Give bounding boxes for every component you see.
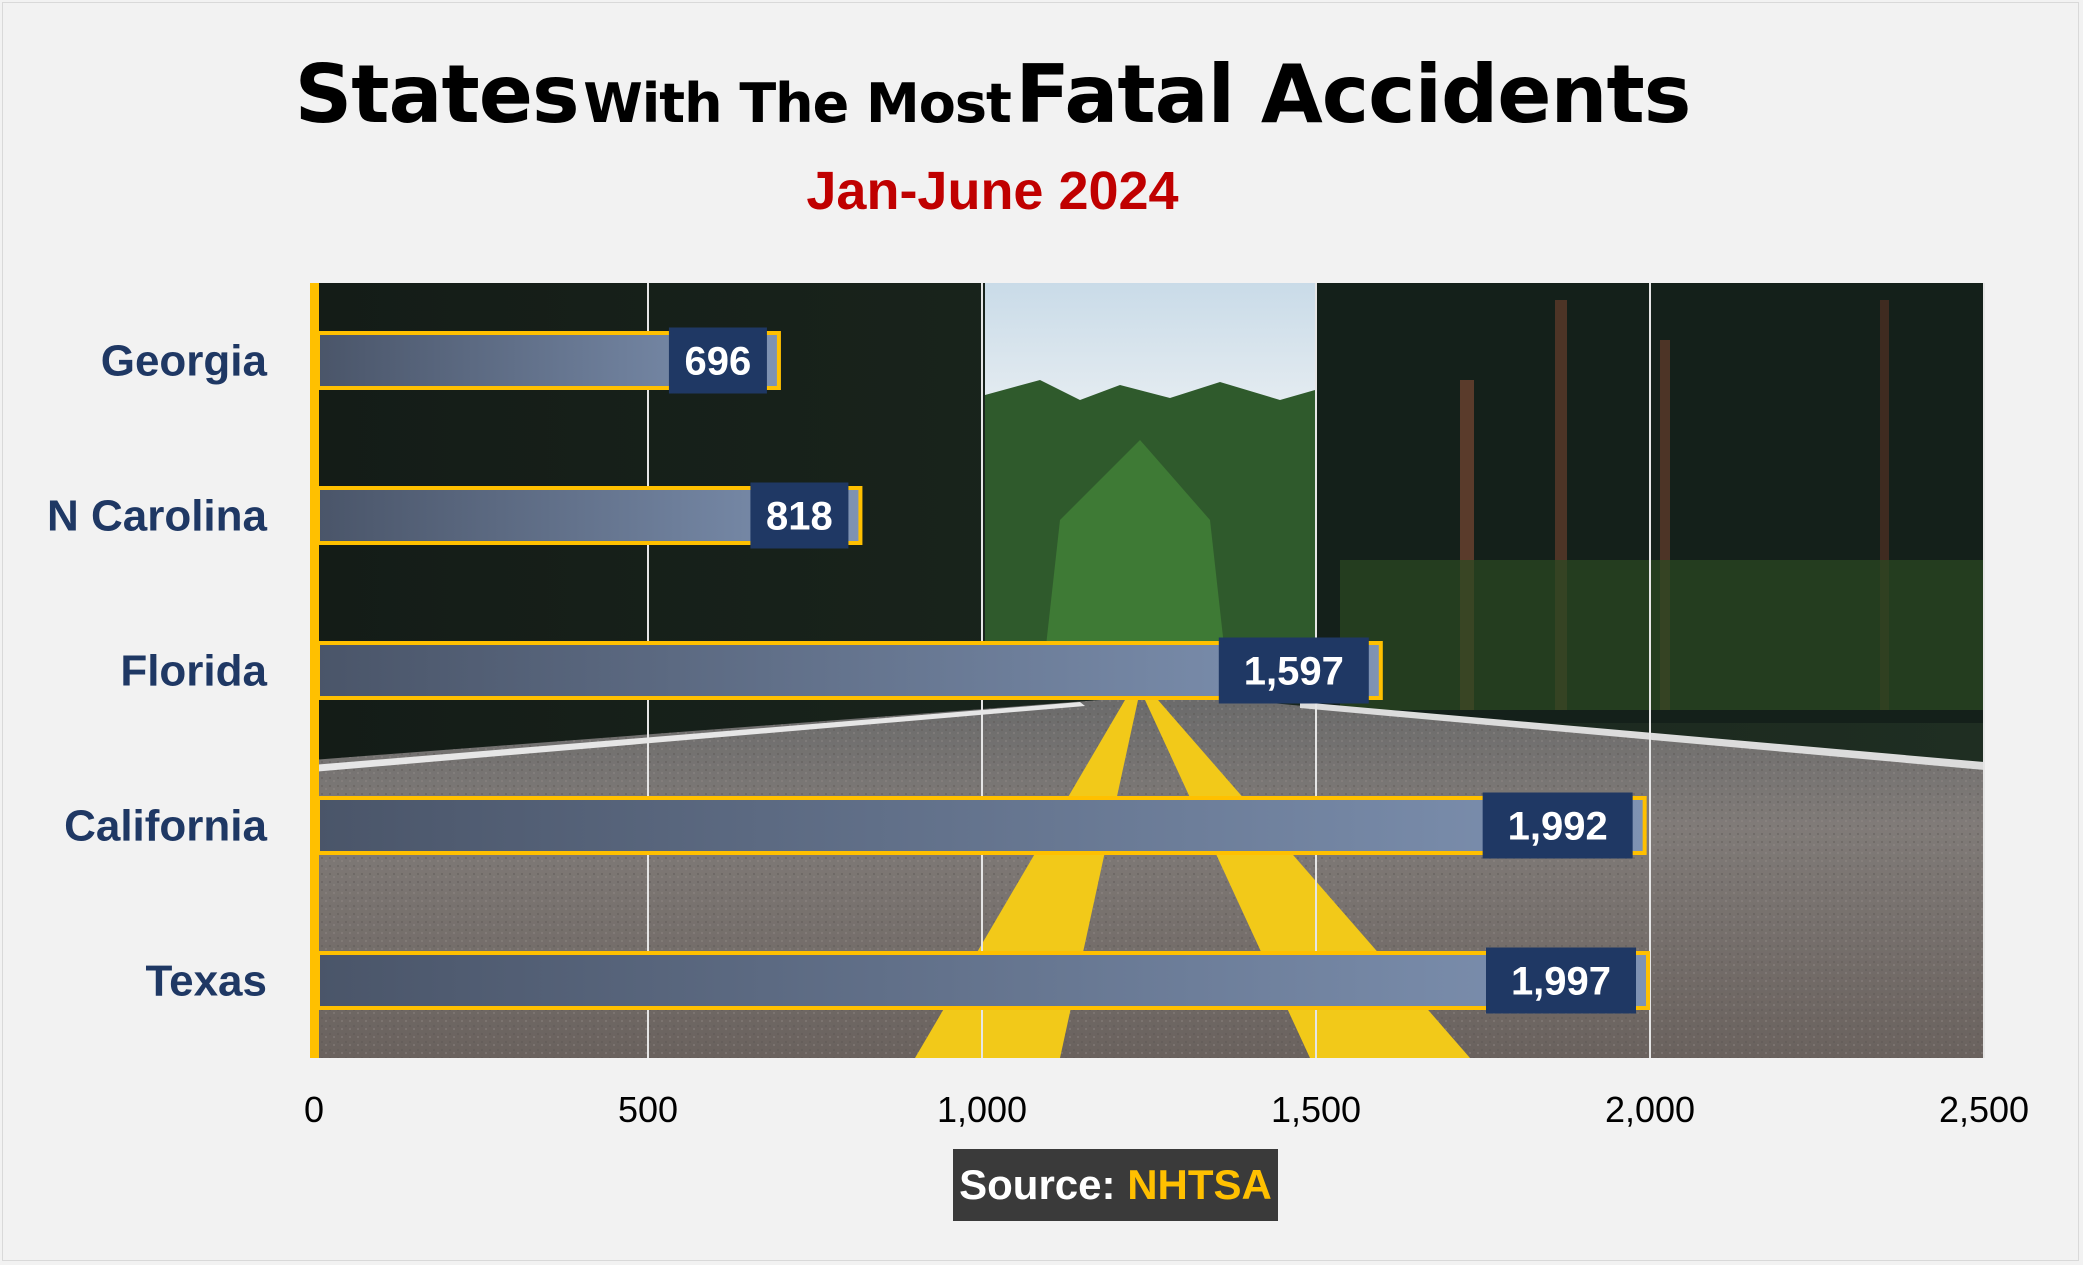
- x-axis-tick-labels: 0 500 1,000 1,500 2,000 2,500: [304, 1089, 2029, 1130]
- data-label: 1,992: [1508, 805, 1608, 849]
- bars-group: 696 818 1,597 1,992 1,997: [316, 327, 1650, 1014]
- title-part-with-the-most: With The Most: [583, 72, 1012, 135]
- category-labels: Georgia N Carolina Florida California Texas: [47, 337, 268, 1006]
- data-label: 1,997: [1511, 960, 1611, 1004]
- title-part-states: States: [294, 48, 580, 141]
- data-label-box: [1485, 947, 1636, 1014]
- source-label: Source:: [959, 1161, 1116, 1208]
- data-label: 818: [766, 495, 833, 539]
- value-axis-line: [310, 283, 319, 1058]
- title-part-fatal-accidents: Fatal Accidents: [1015, 48, 1691, 141]
- category-label: Georgia: [101, 337, 268, 386]
- bar: [316, 641, 1383, 700]
- data-label-box: [668, 327, 767, 394]
- x-tick-label: 2,000: [1605, 1089, 1695, 1130]
- source-box: Source: NHTSA: [953, 1149, 1278, 1221]
- data-label: 696: [685, 340, 752, 384]
- category-label: California: [64, 802, 267, 851]
- category-label: N Carolina: [47, 492, 268, 541]
- data-label-box: [750, 482, 849, 549]
- category-label: Texas: [146, 957, 268, 1006]
- chart-subtitle: Jan-June 2024: [806, 161, 1179, 221]
- x-tick-label: 500: [618, 1089, 678, 1130]
- bar: [316, 796, 1647, 855]
- data-label-box: [1218, 637, 1369, 704]
- x-tick-label: 1,000: [937, 1089, 1027, 1130]
- x-tick-label: 2,500: [1939, 1089, 2029, 1130]
- bar: [316, 951, 1650, 1010]
- category-label: Florida: [120, 647, 267, 696]
- chart-title: States With The Most Fatal Accidents: [0, 48, 1985, 141]
- x-tick-label: 0: [304, 1089, 324, 1130]
- data-label: 1,597: [1244, 650, 1344, 694]
- data-label-box: [1482, 792, 1633, 859]
- source-name: NHTSA: [1127, 1161, 1272, 1208]
- x-tick-label: 1,500: [1271, 1089, 1361, 1130]
